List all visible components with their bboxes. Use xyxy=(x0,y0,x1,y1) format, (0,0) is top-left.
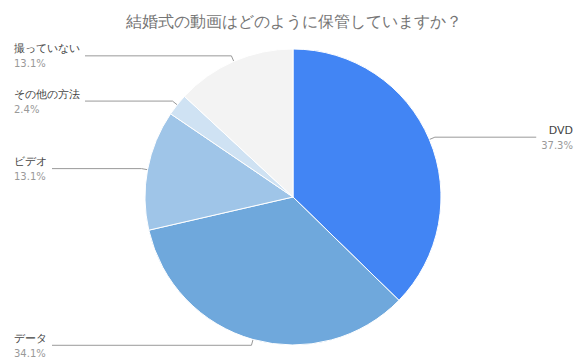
svg-text:撮っていない: 撮っていない xyxy=(14,42,80,55)
svg-text:2.4%: 2.4% xyxy=(14,104,39,115)
svg-text:13.1%: 13.1% xyxy=(14,58,46,69)
svg-text:37.3%: 37.3% xyxy=(541,140,573,151)
svg-text:34.1%: 34.1% xyxy=(14,348,46,359)
svg-text:ビデオ: ビデオ xyxy=(14,155,47,168)
svg-text:その他の方法: その他の方法 xyxy=(14,88,80,101)
svg-text:13.1%: 13.1% xyxy=(14,171,46,182)
svg-text:DVD: DVD xyxy=(549,124,573,137)
svg-text:結婚式の動画はどのように保管していますか？: 結婚式の動画はどのように保管していますか？ xyxy=(125,12,462,31)
svg-text:データ: データ xyxy=(14,332,47,345)
